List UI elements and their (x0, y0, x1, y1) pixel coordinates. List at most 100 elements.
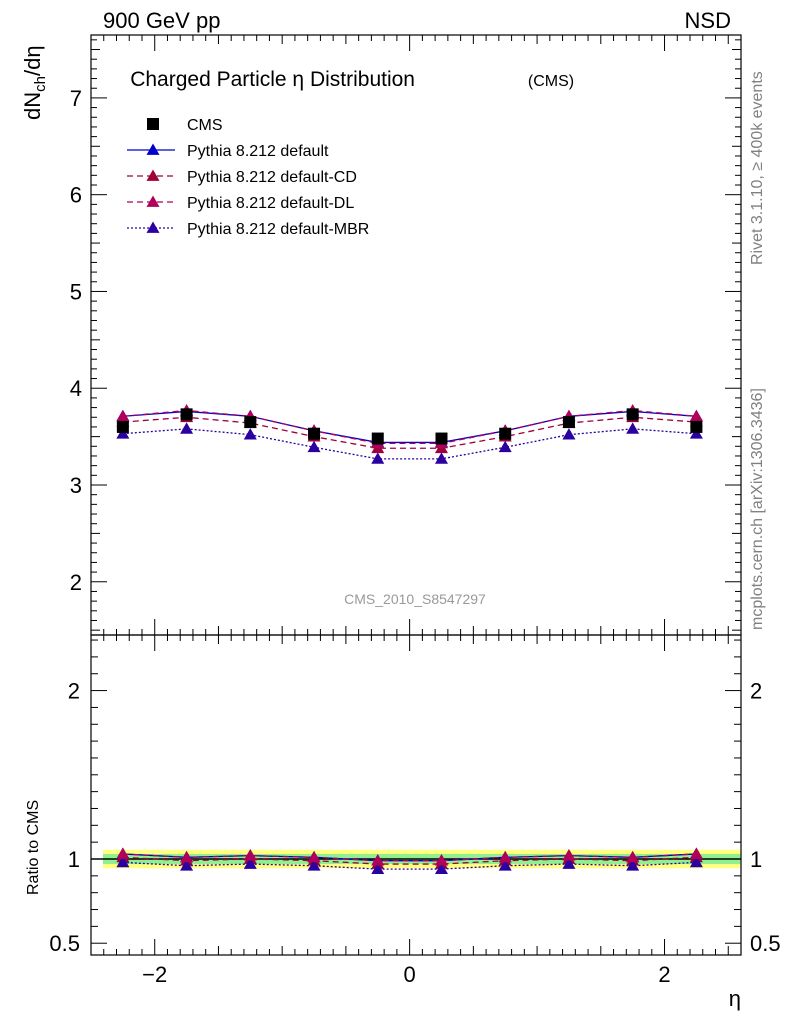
ratio-point-dl (689, 847, 703, 859)
ratio-point-mbr (434, 862, 448, 874)
x-tick-label: 2 (658, 962, 670, 987)
ratio-y-tick-label-right: 1 (750, 847, 762, 872)
main-point-cms (499, 427, 512, 440)
ratio-y-axis-label-group: Ratio to CMS (25, 800, 42, 895)
legend-entry-cd: Pythia 8.212 default-CD (127, 169, 357, 186)
main-point-mbr (307, 440, 321, 453)
legend-label-default: Pythia 8.212 default (187, 143, 329, 160)
main-series-line-dl (122, 409, 697, 445)
ratio-series-dl (116, 847, 703, 866)
main-point-cms (116, 420, 129, 433)
main-point-cms (180, 408, 193, 421)
ratio-series-line-cd (122, 856, 697, 865)
legend-entry-dl: Pythia 8.212 default-DL (127, 195, 354, 212)
main-y-tick-label: 3 (70, 473, 82, 498)
ratio-point-dl (371, 854, 385, 866)
main-point-mbr (626, 422, 640, 434)
legend-label-mbr: Pythia 8.212 default-MBR (187, 221, 369, 238)
legend-label-cd: Pythia 8.212 default-CD (187, 169, 357, 186)
main-y-tick-label: 5 (70, 279, 82, 304)
legend-entry-default: Pythia 8.212 default (127, 143, 329, 160)
x-tick-label: 0 (404, 962, 416, 987)
main-panel: 2 3 4 5 6 7 Charged Particle η Distribution (… (70, 34, 742, 636)
main-y-tick-label: 2 (70, 570, 82, 595)
ratio-point-mbr (180, 859, 194, 871)
main-point-mbr (434, 452, 448, 464)
main-point-cms (371, 432, 384, 445)
main-y-axis-label-text: dNch/dη (20, 45, 49, 120)
legend-marker-dl (146, 195, 160, 207)
ratio-point-dl (180, 850, 194, 863)
side-mcplots-label: mcplots.cern.ch [arXiv:1306.3436] (749, 388, 766, 630)
ratio-series-line-dl (122, 853, 697, 862)
main-series-layer (116, 403, 703, 464)
legend-marker-default (146, 143, 160, 155)
header-right-label: NSD (685, 8, 731, 33)
x-axis-label: η (729, 986, 741, 1011)
ratio-axis-ticks: −2 0 2 0.5 0.5 1 1 2 2 (49, 635, 781, 987)
main-series-default (116, 404, 703, 448)
main-point-mbr (243, 428, 257, 440)
side-mcplots-label-group: mcplots.cern.ch [arXiv:1306.3436] (749, 388, 766, 630)
main-point-cms (626, 408, 639, 421)
main-point-mbr (371, 452, 385, 464)
ratio-point-mbr (626, 859, 640, 871)
ratio-y-tick-label-right: 2 (750, 679, 762, 704)
main-title: Charged Particle η Distribution (130, 68, 415, 91)
ratio-point-dl (562, 849, 576, 861)
side-rivet-label-group: Rivet 3.1.10, ≥ 400k events (749, 71, 766, 265)
main-point-mbr (562, 428, 576, 440)
main-point-cms (562, 416, 575, 429)
main-series-cms (116, 408, 703, 445)
ratio-y-tick-label: 1 (68, 847, 80, 872)
ratio-y-tick-label-right: 0.5 (750, 931, 781, 956)
legend-label-cms: CMS (187, 117, 223, 134)
main-title-suffix: (CMS) (528, 73, 574, 90)
legend: CMS Pythia 8.212 default Pythia 8.212 defa… (127, 117, 369, 238)
header-left-label: 900 GeV pp (103, 8, 220, 33)
main-series-mbr (116, 422, 703, 464)
ratio-point-dl (626, 850, 640, 863)
ratio-y-tick-label: 2 (68, 679, 80, 704)
ratio-y-tick-label: 0.5 (49, 931, 80, 956)
ratio-point-mbr (371, 862, 385, 874)
ratio-point-mbr (243, 857, 257, 869)
ratio-point-dl (434, 854, 448, 866)
main-series-dl (116, 403, 703, 449)
main-y-tick-label: 4 (70, 376, 82, 401)
ratio-y-axis-label: Ratio to CMS (25, 800, 42, 895)
main-series-cd (116, 410, 703, 454)
ratio-point-dl (498, 850, 512, 863)
ratio-point-dl (243, 849, 257, 861)
ratio-panel: −2 0 2 0.5 0.5 1 1 2 2 Ratio to CMS η (25, 634, 781, 1011)
legend-entry-cms: CMS (147, 117, 223, 134)
main-point-cms (435, 432, 448, 445)
main-point-cms (690, 420, 703, 433)
legend-marker-cd (146, 169, 160, 181)
main-point-mbr (498, 440, 512, 453)
main-series-line-mbr (122, 428, 697, 460)
main-point-cms (308, 427, 321, 440)
main-point-dl (116, 409, 130, 422)
side-rivet-label: Rivet 3.1.10, ≥ 400k events (749, 71, 766, 265)
main-series-line-cd (122, 416, 697, 449)
ratio-point-dl (116, 847, 130, 859)
ratio-point-mbr (307, 859, 321, 871)
main-y-axis-label: dNch/dη (20, 45, 49, 120)
main-point-cms (244, 416, 257, 429)
ratio-point-mbr (116, 855, 130, 868)
ratio-point-mbr (689, 855, 703, 868)
legend-entry-mbr: Pythia 8.212 default-MBR (127, 221, 369, 238)
ratio-point-mbr (498, 859, 512, 871)
ratio-point-mbr (562, 857, 576, 869)
main-point-dl (689, 409, 703, 422)
legend-label-dl: Pythia 8.212 default-DL (187, 195, 354, 212)
main-axis-ticks: 2 3 4 5 6 7 (70, 35, 742, 635)
main-y-tick-label: 6 (70, 183, 82, 208)
watermark-label: CMS_2010_S8547297 (344, 591, 486, 607)
legend-marker-cms (147, 118, 159, 130)
x-tick-label: −2 (142, 962, 167, 987)
ratio-frame (90, 634, 742, 956)
ratio-series-mbr (116, 855, 703, 874)
